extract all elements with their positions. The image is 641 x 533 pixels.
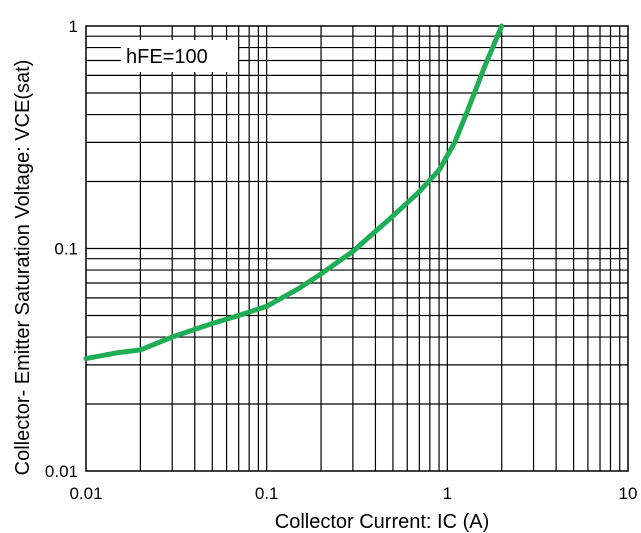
x-tick-label: 0.01 — [69, 484, 102, 503]
y-tick-labels: 0.01 0.1 1 — [45, 17, 78, 481]
x-tick-label: 10 — [619, 484, 638, 503]
series-line — [83, 23, 505, 362]
annotation-label: hFE=100 — [126, 46, 208, 68]
y-tick-label: 1 — [69, 17, 78, 36]
annotation-box — [121, 40, 238, 72]
x-tick-label: 1 — [443, 484, 452, 503]
y-tick-label: 0.1 — [54, 240, 78, 259]
plot-frame — [85, 25, 629, 472]
annotation-group: hFE=100 — [121, 40, 238, 72]
y-tick-label: 0.01 — [45, 462, 78, 481]
grid — [86, 26, 628, 471]
series-layer — [83, 23, 505, 362]
x-tick-labels: 0.01 0.1 1 10 — [69, 484, 637, 503]
x-tick-label: 0.1 — [255, 484, 279, 503]
x-axis-title: Collector Current: IC (A) — [275, 511, 490, 533]
y-axis-title: Collector- Emitter Saturation Voltage: V… — [12, 60, 34, 476]
